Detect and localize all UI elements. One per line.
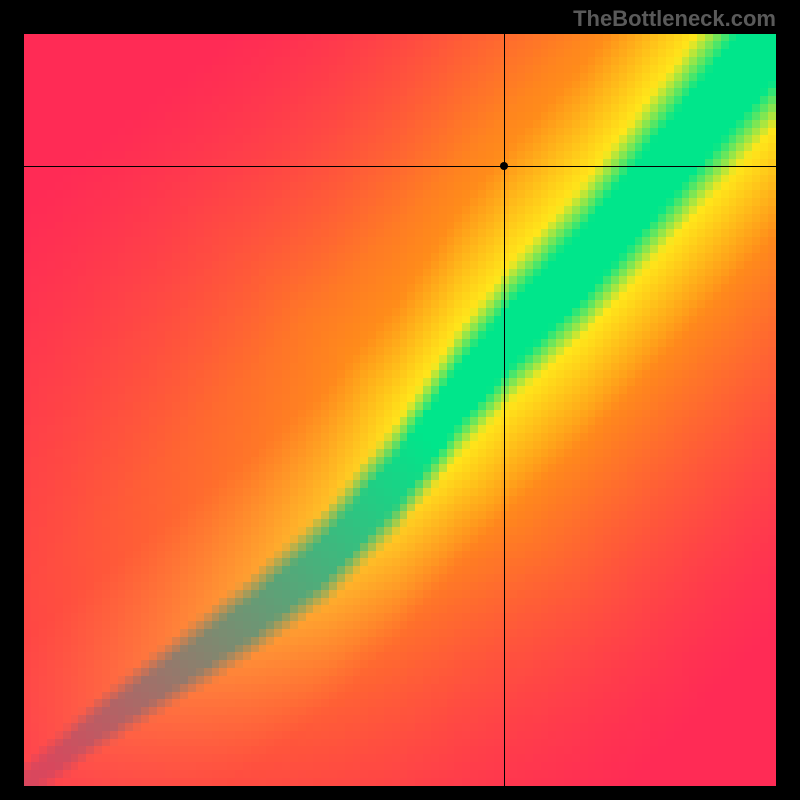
watermark: TheBottleneck.com: [573, 6, 776, 32]
heatmap-canvas: [24, 34, 776, 786]
crosshair-vertical: [504, 34, 505, 786]
heatmap-plot: [24, 34, 776, 786]
crosshair-horizontal: [24, 166, 776, 167]
marker-dot: [500, 162, 508, 170]
